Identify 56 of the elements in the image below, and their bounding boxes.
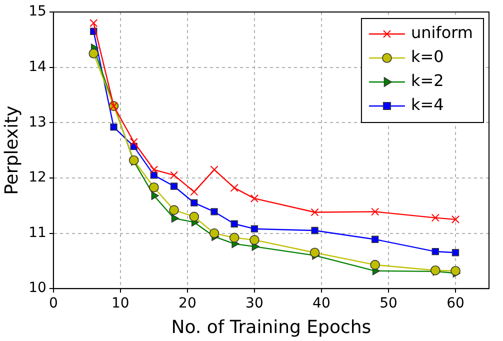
legend-label: k=4 xyxy=(410,95,444,114)
point xyxy=(431,214,440,222)
point xyxy=(432,248,439,256)
legend-label: k=2 xyxy=(410,71,444,90)
point xyxy=(229,232,240,243)
point xyxy=(311,226,318,234)
x-tick-label: 30 xyxy=(246,296,264,312)
x-tick-label: 40 xyxy=(312,296,330,312)
point xyxy=(170,182,178,190)
point xyxy=(452,249,460,256)
point xyxy=(130,138,138,146)
legend-label: k=0 xyxy=(410,47,444,66)
point xyxy=(250,225,258,232)
x-tick-label: 50 xyxy=(380,296,398,312)
x-axis-title: No. of Training Epochs xyxy=(171,316,372,338)
point xyxy=(150,172,158,179)
y-tick-label: 12 xyxy=(28,170,46,186)
point xyxy=(170,171,178,180)
y-axis-title: Perplexity xyxy=(1,105,22,195)
legend-label: uniform xyxy=(410,23,473,42)
y-tick-label: 13 xyxy=(28,114,46,130)
point xyxy=(451,215,460,224)
point xyxy=(250,194,258,202)
x-tick-label: 0 xyxy=(48,296,58,312)
point xyxy=(149,182,159,192)
point xyxy=(250,235,260,245)
point xyxy=(88,48,99,58)
point xyxy=(310,248,320,258)
x-tick-label: 60 xyxy=(446,296,464,312)
point xyxy=(190,199,198,206)
point xyxy=(450,266,460,276)
point xyxy=(370,260,380,270)
point xyxy=(171,214,179,223)
point xyxy=(110,123,118,131)
point xyxy=(150,166,158,174)
y-tick-label: 11 xyxy=(28,224,46,241)
point xyxy=(210,208,218,216)
y-tick-label: 14 xyxy=(28,58,46,75)
point xyxy=(230,184,238,192)
y-tick-label: 10 xyxy=(28,280,46,296)
point xyxy=(430,265,440,276)
point xyxy=(230,220,238,228)
point xyxy=(128,155,139,166)
point xyxy=(209,228,220,238)
point xyxy=(189,212,200,222)
point xyxy=(310,208,319,216)
point xyxy=(151,191,159,200)
point xyxy=(90,19,98,28)
point xyxy=(210,166,218,174)
x-tick-label: 20 xyxy=(178,296,196,312)
point xyxy=(190,188,198,196)
point xyxy=(371,208,380,216)
y-tick-label: 15 xyxy=(28,4,46,20)
point xyxy=(169,205,179,215)
x-tick-label: 10 xyxy=(112,296,130,312)
point xyxy=(371,236,379,243)
